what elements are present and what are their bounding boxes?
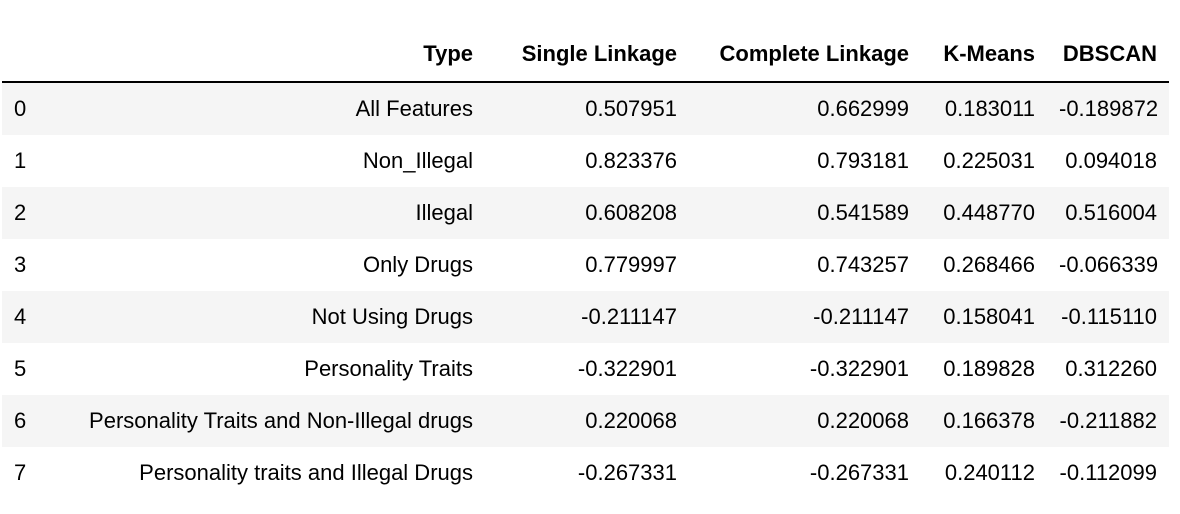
row-index: 4 [14, 304, 27, 329]
complete-linkage-cell: 0.541589 [817, 200, 909, 225]
row-index: 3 [14, 252, 27, 277]
dbscan-cell: -0.189872 [1059, 96, 1159, 121]
dbscan-cell: -0.115110 [1061, 304, 1157, 329]
table-row: 2 Illegal 0.608208 0.541589 0.448770 0.5… [2, 187, 1169, 239]
dbscan-cell: 0.094018 [1065, 148, 1157, 173]
row-index: 6 [14, 408, 27, 433]
header-row: Type Single Linkage Complete Linkage K-M… [2, 27, 1169, 83]
column-header-type: Type [40, 27, 485, 83]
k-means-cell: 0.166378 [943, 408, 1035, 433]
type-cell: Personality Traits [304, 356, 473, 381]
dbscan-cell: -0.211882 [1059, 408, 1157, 433]
k-means-cell: 0.183011 [944, 96, 1035, 121]
k-means-cell: 0.158041 [943, 304, 1035, 329]
column-header-single-linkage: Single Linkage [485, 27, 689, 83]
k-means-cell: 0.189828 [943, 356, 1035, 381]
column-header-dbscan: DBSCAN [1047, 27, 1169, 83]
k-means-cell: 0.225031 [943, 148, 1035, 173]
table-row: 1 Non_Illegal 0.823376 0.793181 0.225031… [2, 135, 1169, 187]
k-means-cell: 0.268466 [943, 252, 1035, 277]
table-row: 7 Personality traits and Illegal Drugs -… [2, 447, 1169, 499]
row-index: 2 [14, 200, 27, 225]
row-index: 5 [14, 356, 27, 381]
single-linkage-cell: 0.507951 [585, 96, 677, 121]
row-index: 7 [14, 460, 27, 485]
table-row: 6 Personality Traits and Non-Illegal dru… [2, 395, 1169, 447]
complete-linkage-cell: -0.211147 [813, 304, 909, 329]
table-row: 3 Only Drugs 0.779997 0.743257 0.268466 … [2, 239, 1169, 291]
row-index: 1 [14, 148, 27, 173]
table-body: 0 All Features 0.507951 0.662999 0.18301… [2, 82, 1169, 499]
single-linkage-cell: 0.608208 [585, 200, 677, 225]
type-cell: Personality traits and Illegal Drugs [139, 460, 473, 485]
dbscan-cell: -0.112099 [1059, 460, 1157, 485]
column-header-complete-linkage: Complete Linkage [689, 27, 921, 83]
dbscan-cell: 0.312260 [1065, 356, 1157, 381]
column-header-k-means: K-Means [921, 27, 1047, 83]
k-means-cell: 0.240112 [944, 460, 1035, 485]
table-header: Type Single Linkage Complete Linkage K-M… [2, 27, 1169, 83]
complete-linkage-cell: -0.267331 [809, 460, 909, 485]
dbscan-cell: -0.066339 [1059, 252, 1159, 277]
results-table: Type Single Linkage Complete Linkage K-M… [2, 27, 1169, 499]
complete-linkage-cell: -0.322901 [809, 356, 909, 381]
type-cell: Illegal [415, 200, 473, 225]
complete-linkage-cell: 0.662999 [817, 96, 909, 121]
table-row: 5 Personality Traits -0.322901 -0.322901… [2, 343, 1169, 395]
single-linkage-cell: 0.220068 [585, 408, 677, 433]
complete-linkage-cell: 0.220068 [817, 408, 909, 433]
table-row: 4 Not Using Drugs -0.211147 -0.211147 0.… [2, 291, 1169, 343]
single-linkage-cell: 0.779997 [585, 252, 677, 277]
single-linkage-cell: 0.823376 [585, 148, 677, 173]
single-linkage-cell: -0.267331 [577, 460, 677, 485]
type-cell: All Features [355, 96, 473, 121]
complete-linkage-cell: 0.743257 [817, 252, 909, 277]
dbscan-cell: 0.516004 [1065, 200, 1157, 225]
table-row: 0 All Features 0.507951 0.662999 0.18301… [2, 82, 1169, 135]
complete-linkage-cell: 0.793181 [817, 148, 909, 173]
type-cell: Personality Traits and Non-Illegal drugs [89, 408, 473, 433]
type-cell: Not Using Drugs [311, 304, 473, 329]
k-means-cell: 0.448770 [943, 200, 1035, 225]
column-header-index [2, 27, 40, 83]
single-linkage-cell: -0.211147 [581, 304, 677, 329]
type-cell: Non_Illegal [362, 148, 473, 173]
row-index: 0 [14, 96, 27, 121]
type-cell: Only Drugs [362, 252, 473, 277]
single-linkage-cell: -0.322901 [577, 356, 677, 381]
